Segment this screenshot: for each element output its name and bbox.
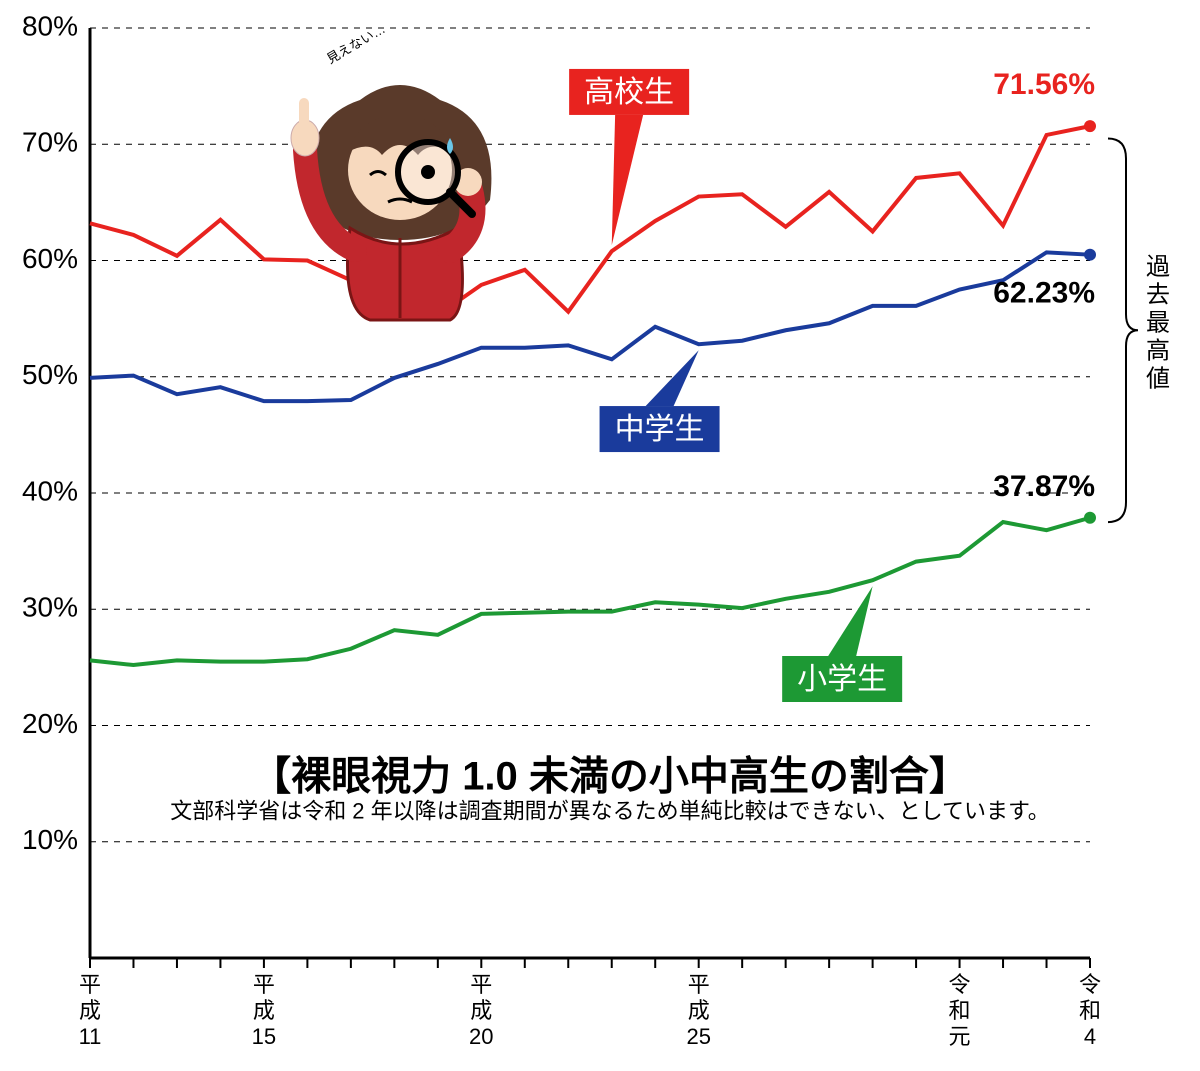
brace-label: 去 (1146, 281, 1170, 308)
x-tick-label: 成 (470, 998, 492, 1023)
x-tick-label: 成 (79, 998, 101, 1023)
line-chart-svg: 10%20%30%40%50%60%70%80%平成11平成15平成20平成25… (0, 0, 1200, 1071)
y-tick-label: 60% (22, 243, 78, 274)
y-tick-label: 50% (22, 359, 78, 390)
brace-label: 過 (1146, 253, 1170, 280)
y-tick-label: 40% (22, 475, 78, 506)
x-tick-label: 成 (253, 998, 275, 1023)
series-end-marker (1084, 120, 1096, 132)
brace-label: 値 (1146, 365, 1170, 392)
x-tick-label: 25 (686, 1024, 710, 1049)
brace-label: 最 (1146, 309, 1170, 336)
callout-label: 高校生 (584, 76, 674, 109)
x-tick-label: 平 (253, 972, 275, 997)
callout-label: 小学生 (797, 663, 887, 696)
y-tick-label: 70% (22, 127, 78, 158)
chart-subtitle: 文部科学省は令和 2 年以降は調査期間が異なるため単純比較はできない、としていま… (170, 799, 1050, 824)
x-tick-label: 和 (1079, 998, 1101, 1023)
y-tick-label: 10% (22, 824, 78, 855)
end-value-elementary: 37.87% (993, 470, 1095, 503)
callout-label: 中学生 (615, 413, 705, 446)
series-end-marker (1084, 512, 1096, 524)
chart-title: 【裸眼視力 1.0 未満の小中高生の割合】 (251, 754, 969, 798)
y-tick-label: 30% (22, 592, 78, 623)
x-tick-label: 和 (949, 998, 971, 1023)
chart-container: 10%20%30%40%50%60%70%80%平成11平成15平成20平成25… (0, 0, 1200, 1071)
x-tick-label: 平 (688, 972, 710, 997)
x-tick-label: 平 (470, 972, 492, 997)
y-tick-label: 20% (22, 708, 78, 739)
y-tick-label: 80% (22, 10, 78, 41)
x-tick-label: 4 (1084, 1024, 1096, 1049)
series-end-marker (1084, 249, 1096, 261)
x-tick-label: 令 (1079, 972, 1101, 997)
x-tick-label: 15 (252, 1024, 276, 1049)
x-tick-label: 令 (949, 972, 971, 997)
x-tick-label: 成 (688, 998, 710, 1023)
end-value-high: 71.56% (993, 68, 1095, 101)
x-tick-label: 元 (949, 1024, 971, 1049)
end-value-middle: 62.23% (993, 277, 1095, 310)
x-tick-label: 11 (79, 1024, 102, 1049)
x-tick-label: 平 (79, 972, 101, 997)
x-tick-label: 20 (469, 1024, 493, 1049)
brace-label: 高 (1146, 337, 1170, 364)
